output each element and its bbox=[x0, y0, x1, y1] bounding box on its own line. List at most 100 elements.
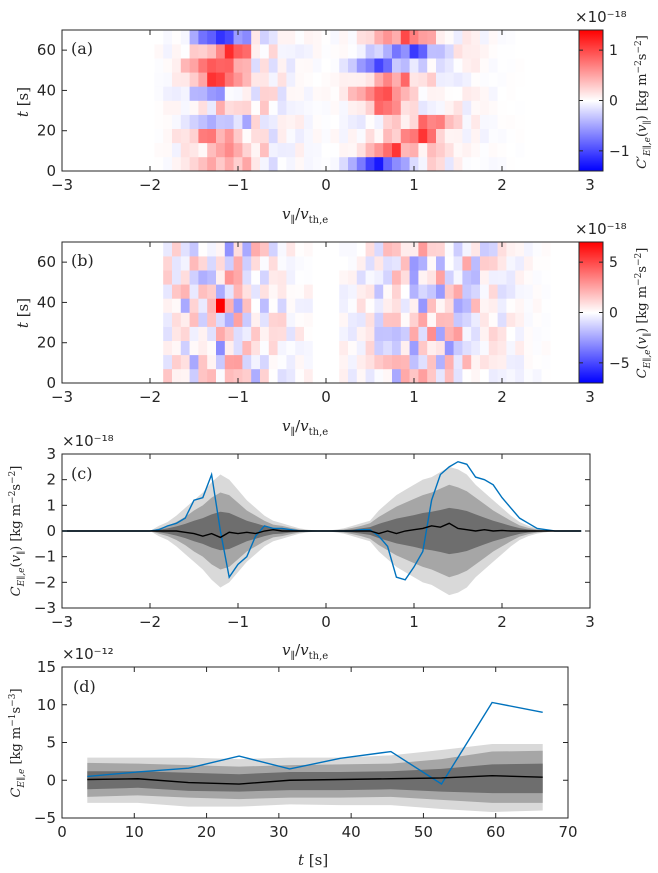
heatmap-a-cell bbox=[163, 58, 173, 73]
heatmap-a-cell bbox=[453, 30, 463, 45]
heatmap-a-cell bbox=[497, 128, 507, 144]
heatmap-b-cell bbox=[251, 368, 261, 384]
heatmap-b-cell bbox=[330, 242, 340, 257]
heatmap-a-cell bbox=[339, 58, 349, 73]
heatmap-b-cell bbox=[260, 326, 270, 341]
heatmap-b-cell bbox=[330, 326, 340, 341]
svg-text:t [s]: t [s] bbox=[298, 851, 328, 869]
heatmap-b-cell bbox=[286, 270, 296, 285]
colorbar-b-tick-label-0: −5 bbox=[609, 356, 630, 372]
heatmap-a-cell bbox=[409, 72, 419, 87]
heatmap-b-cell bbox=[488, 368, 498, 384]
heatmap-b-cell bbox=[216, 326, 226, 341]
axis-d-ytick-label-4: 15 bbox=[37, 658, 56, 676]
heatmap-b-cell bbox=[488, 298, 498, 313]
axis-d-ytick-label-2: 5 bbox=[46, 734, 56, 752]
heatmap-b-cell bbox=[339, 270, 349, 285]
heatmap-b-cell bbox=[427, 340, 437, 356]
heatmap-b-cell bbox=[427, 270, 437, 285]
heatmap-a-cell bbox=[312, 100, 322, 115]
heatmap-b-cell bbox=[321, 242, 331, 257]
heatmap-a-cell bbox=[383, 142, 393, 158]
heatmap-a-cell bbox=[506, 58, 516, 73]
heatmap-b-cell bbox=[224, 256, 234, 271]
heatmap-b-cell bbox=[480, 298, 490, 313]
heatmap-a-cell bbox=[497, 114, 507, 129]
heatmap-b-cell bbox=[506, 284, 516, 299]
heatmap-b-cell bbox=[488, 256, 498, 271]
heatmap-a-cell bbox=[198, 156, 208, 172]
heatmap-b-cell bbox=[524, 340, 534, 356]
heatmap-a-cell bbox=[233, 44, 243, 59]
heatmap-a-cell bbox=[233, 128, 243, 144]
heatmap-b-cell bbox=[163, 326, 173, 341]
heatmap-a-cell bbox=[436, 72, 446, 87]
heatmap-a-cell bbox=[242, 58, 252, 73]
heatmap-b-cell bbox=[198, 326, 208, 341]
panel-b: −3 −2 −1 0 1 2 3 0 20 40 60 (b) v∥/vth,e t [s] −5 0… bbox=[14, 220, 653, 438]
colorbar-b-tick-label-2: 5 bbox=[609, 255, 618, 271]
heatmap-b-cell bbox=[251, 284, 261, 299]
heatmap-b-cell bbox=[224, 298, 234, 313]
heatmap-b-cell bbox=[392, 270, 402, 285]
heatmap-b-cell bbox=[251, 340, 261, 356]
heatmap-a-cell bbox=[400, 142, 410, 158]
heatmap-a-cell bbox=[427, 142, 437, 158]
heatmap-b-cell bbox=[444, 326, 454, 341]
heatmap-a-cell bbox=[172, 100, 182, 115]
heatmap-a-cell bbox=[268, 58, 278, 73]
heatmap-b-cell bbox=[453, 298, 463, 313]
heatmap-a-cell bbox=[330, 142, 340, 158]
svg-text:C′E∥,e(v∥) [kg m−2s−2]: C′E∥,e(v∥) [kg m−2s−2] bbox=[634, 35, 653, 169]
heatmap-a-cell bbox=[444, 100, 454, 115]
heatmap-b-cell bbox=[233, 284, 243, 299]
heatmap-a-cell bbox=[207, 58, 217, 73]
heatmap-b-cell bbox=[524, 284, 534, 299]
heatmap-a-cell bbox=[207, 100, 217, 115]
heatmap-a-cell bbox=[427, 114, 437, 129]
heatmap-b-cell bbox=[488, 354, 498, 370]
heatmap-a-cell bbox=[233, 58, 243, 73]
heatmap-b-cell bbox=[418, 298, 428, 313]
heatmap-b-cell bbox=[506, 298, 516, 313]
heatmap-b-cell bbox=[436, 312, 446, 327]
line-d-series bbox=[87, 701, 543, 785]
heatmap-b-cell bbox=[471, 340, 481, 356]
heatmap-a-cell bbox=[392, 156, 402, 172]
heatmap-a-cell bbox=[260, 156, 270, 172]
heatmap-a-cell bbox=[268, 30, 278, 45]
heatmap-b-cell bbox=[418, 368, 428, 384]
heatmap-b-cell bbox=[216, 354, 226, 370]
heatmap-b-cell bbox=[541, 368, 551, 384]
heatmap-a-cell bbox=[348, 30, 358, 45]
heatmap-b-cell bbox=[480, 368, 490, 384]
heatmap-a-cell bbox=[216, 156, 226, 172]
heatmap-b-cell bbox=[348, 298, 358, 313]
axis-d-xtick-label-1: 10 bbox=[125, 823, 144, 841]
heatmap-b-cell bbox=[224, 354, 234, 370]
heatmap-a-cell bbox=[392, 30, 402, 45]
heatmap-a-cell bbox=[198, 30, 208, 45]
heatmap-a-cell bbox=[207, 114, 217, 129]
heatmap-a-cell bbox=[348, 86, 358, 101]
heatmap-b-cell bbox=[216, 270, 226, 285]
heatmap-a-cell bbox=[304, 128, 314, 144]
heatmap-b-cell bbox=[471, 256, 481, 271]
heatmap-a-cell bbox=[462, 44, 472, 59]
heatmap-b-cell bbox=[392, 354, 402, 370]
heatmap-b-cell bbox=[506, 256, 516, 271]
heatmap-b-cell bbox=[207, 326, 217, 341]
heatmap-a-cell bbox=[392, 128, 402, 144]
heatmap-a-cell bbox=[471, 100, 481, 115]
heatmap-b-cell bbox=[286, 284, 296, 299]
heatmap-b-cell bbox=[260, 242, 270, 257]
heatmap-b-cell bbox=[180, 256, 190, 271]
heatmap-a-cell bbox=[286, 100, 296, 115]
axis-b-xtick-label-1: −2 bbox=[139, 388, 161, 406]
axis-c-ytick-label-2: −1 bbox=[34, 548, 56, 566]
heatmap-b-cell bbox=[242, 242, 252, 257]
heatmap-b-cell bbox=[497, 298, 507, 313]
heatmap-a-cell bbox=[224, 156, 234, 172]
heatmap-b-cell bbox=[506, 312, 516, 327]
heatmap-a-cell bbox=[444, 142, 454, 158]
